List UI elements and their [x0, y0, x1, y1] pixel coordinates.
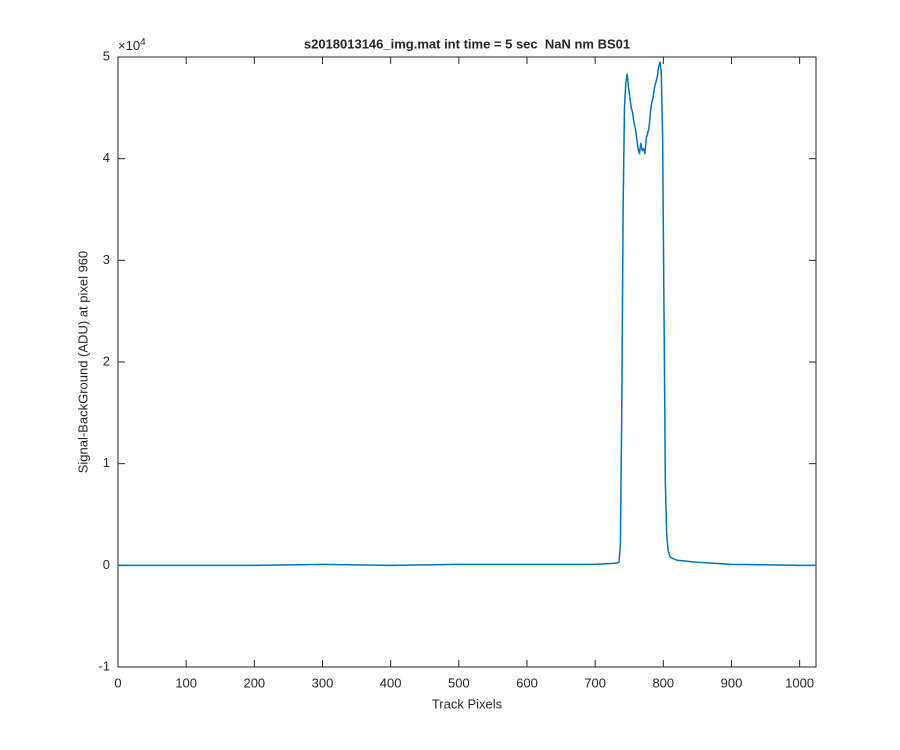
x-tick-label: 100 — [175, 675, 197, 690]
y-tick-label: 2 — [103, 353, 110, 368]
y-tick-label: 4 — [103, 150, 110, 165]
x-tick-label: 200 — [243, 675, 265, 690]
x-tick-label: 1000 — [785, 675, 814, 690]
y-tick-label: 0 — [103, 557, 110, 572]
y-axis-label: Signal-BackGround (ADU) at pixel 960 — [75, 251, 90, 474]
y-multiplier: ×104 — [118, 37, 146, 54]
y-tick-label: 5 — [103, 48, 110, 63]
x-tick-label: 500 — [448, 675, 470, 690]
data-line — [118, 61, 816, 567]
x-tick-label: 800 — [652, 675, 674, 690]
chart-title: s2018013146_img.mat int time = 5 sec NaN… — [304, 36, 630, 51]
x-axis-label: Track Pixels — [432, 696, 503, 711]
x-tick-label: 900 — [721, 675, 743, 690]
y-tick-label: 1 — [103, 455, 110, 470]
x-tick-label: 300 — [312, 675, 334, 690]
x-tick-label: 700 — [584, 675, 606, 690]
multiplier-base: ×10 — [118, 38, 140, 53]
x-tick-label: 0 — [114, 675, 121, 690]
axes-box — [117, 56, 817, 668]
multiplier-exponent: 4 — [140, 37, 146, 48]
y-tick-label: -1 — [98, 658, 110, 673]
x-tick-label: 600 — [516, 675, 538, 690]
y-tick-label: 3 — [103, 252, 110, 267]
x-tick-label: 400 — [380, 675, 402, 690]
